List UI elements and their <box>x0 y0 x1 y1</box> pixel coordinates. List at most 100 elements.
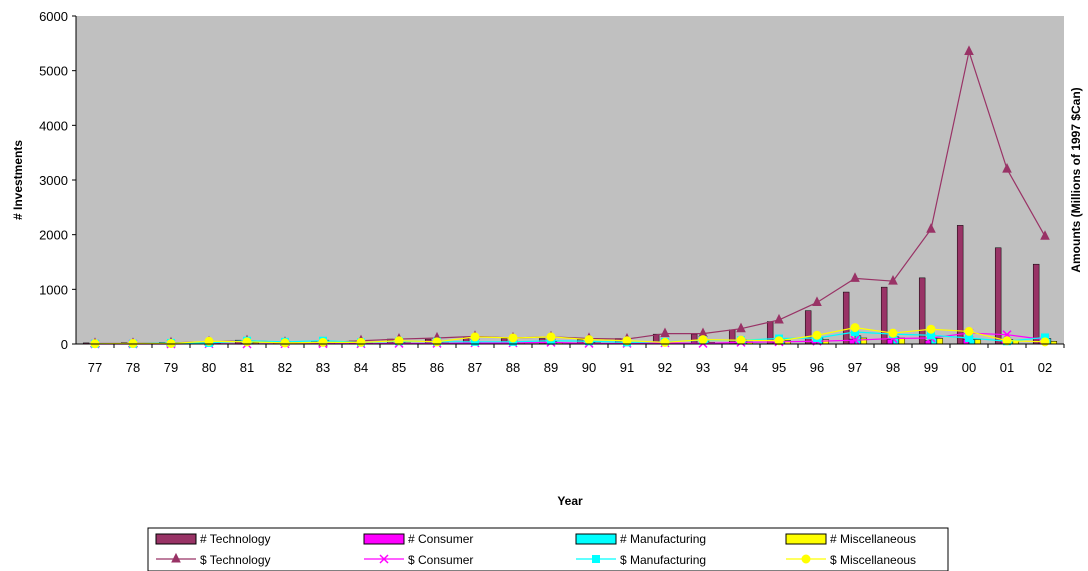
legend-label: $ Consumer <box>408 553 473 567</box>
point-miscellaneous <box>584 335 594 345</box>
line-miscellaneous <box>94 326 1046 345</box>
x-tick-label: 87 <box>468 360 482 375</box>
x-tick-label: 02 <box>1038 360 1052 375</box>
legend-label: # Manufacturing <box>620 532 706 546</box>
x-tick-label: 82 <box>278 360 292 375</box>
legend-label: $ Technology <box>200 553 271 567</box>
legend-swatch <box>155 533 197 545</box>
legend-label: # Consumer <box>408 532 473 546</box>
point-technology <box>926 223 936 233</box>
bar-technology <box>918 277 926 345</box>
point-miscellaneous <box>888 328 898 338</box>
x-tick-label: 97 <box>848 360 862 375</box>
point-miscellaneous <box>698 335 708 345</box>
point-miscellaneous <box>1002 336 1012 346</box>
legend-label: # Miscellaneous <box>830 532 916 546</box>
x-tick-label: 98 <box>886 360 900 375</box>
legend-swatch <box>785 533 827 545</box>
x-tick-label: 93 <box>696 360 710 375</box>
point-technology <box>660 327 670 338</box>
x-tick-label: 84 <box>354 360 368 375</box>
point-technology <box>888 275 898 285</box>
point-miscellaneous <box>166 338 176 348</box>
point-miscellaneous <box>1040 337 1050 347</box>
legend-label: $ Miscellaneous <box>830 553 916 567</box>
point-miscellaneous <box>774 336 784 346</box>
x-tick-label: 01 <box>1000 360 1014 375</box>
y-tick-label: 5000 <box>39 64 68 79</box>
point-miscellaneous <box>546 332 556 342</box>
point-miscellaneous <box>128 338 138 348</box>
x-tick-label: 94 <box>734 360 748 375</box>
y-tick-labels: 0 1000 2000 3000 4000 5000 6000 <box>39 9 68 352</box>
x-tick-label: 95 <box>772 360 786 375</box>
x-tick-label: 89 <box>544 360 558 375</box>
point-miscellaneous <box>964 326 974 336</box>
x-tick-labels: 77 78 79 80 81 82 83 84 85 86 87 88 89 90 91 92 93 94 95 96… <box>88 344 1065 375</box>
x-tick-label: 92 <box>658 360 672 375</box>
point-miscellaneous <box>318 337 328 347</box>
y-tick-label: 0 <box>61 337 68 352</box>
x-tick-label: 81 <box>240 360 254 375</box>
legend-swatch <box>363 533 405 545</box>
legend-swatch <box>575 533 617 545</box>
point-miscellaneous <box>356 337 366 347</box>
bar-technology <box>994 247 1002 345</box>
point-miscellaneous <box>242 337 252 347</box>
bar-technology <box>1032 263 1040 345</box>
bar-miscellaneous <box>822 339 830 345</box>
point-miscellaneous <box>204 336 214 346</box>
bar-miscellaneous <box>860 337 868 345</box>
x-tick-label: 99 <box>924 360 938 375</box>
point-miscellaneous <box>394 336 404 346</box>
point-miscellaneous <box>850 323 860 333</box>
x-tick-label: 83 <box>316 360 330 375</box>
point-consumer <box>850 335 860 345</box>
plot-area <box>76 16 1064 344</box>
y-tick-label: 4000 <box>39 118 68 133</box>
x-tick-label: 79 <box>164 360 178 375</box>
point-miscellaneous <box>926 324 936 334</box>
x-axis-title: Year <box>557 494 583 508</box>
point-miscellaneous <box>508 333 518 343</box>
legend-marker <box>801 554 811 564</box>
y-tick-label: 2000 <box>39 228 68 243</box>
point-miscellaneous <box>432 337 442 347</box>
point-technology <box>736 322 746 333</box>
bar-technology <box>842 291 850 345</box>
y-tick-label: 3000 <box>39 173 68 188</box>
legend-label: $ Manufacturing <box>620 553 706 567</box>
point-technology <box>774 313 784 324</box>
x-tick-label: 91 <box>620 360 634 375</box>
point-miscellaneous <box>736 335 746 345</box>
legend-label: # Technology <box>200 532 271 546</box>
legend-marker <box>171 552 181 563</box>
bar-technology <box>728 329 736 345</box>
y-axis-title: # Investments <box>11 140 25 220</box>
bar-technology <box>880 286 888 345</box>
x-tick-label: 80 <box>202 360 216 375</box>
x-tick-label: 00 <box>962 360 976 375</box>
y-gridlines <box>72 15 76 345</box>
point-technology <box>1040 230 1050 240</box>
point-technology <box>1002 162 1012 173</box>
point-technology <box>850 272 860 282</box>
x-tick-label: 96 <box>810 360 824 375</box>
x-tick-label: 90 <box>582 360 596 375</box>
point-technology <box>964 45 974 56</box>
bar-technology <box>804 310 812 345</box>
x-tick-label: 86 <box>430 360 444 375</box>
point-miscellaneous <box>622 336 632 346</box>
x-tick-label: 88 <box>506 360 520 375</box>
point-technology <box>812 296 822 306</box>
y2-axis-title: Amounts (Millions of 1997 $Can) <box>1069 87 1083 272</box>
bar-miscellaneous <box>974 339 982 345</box>
bar-miscellaneous <box>936 338 944 345</box>
legend-items: # Technology # Consumer # Manufacturing # M… <box>155 532 916 567</box>
y-tick-label: 6000 <box>39 9 68 24</box>
point-miscellaneous <box>280 338 290 348</box>
point-miscellaneous <box>812 330 822 340</box>
legend: # Technology # Consumer # Manufacturing # M… <box>147 527 949 571</box>
point-miscellaneous <box>470 332 480 342</box>
